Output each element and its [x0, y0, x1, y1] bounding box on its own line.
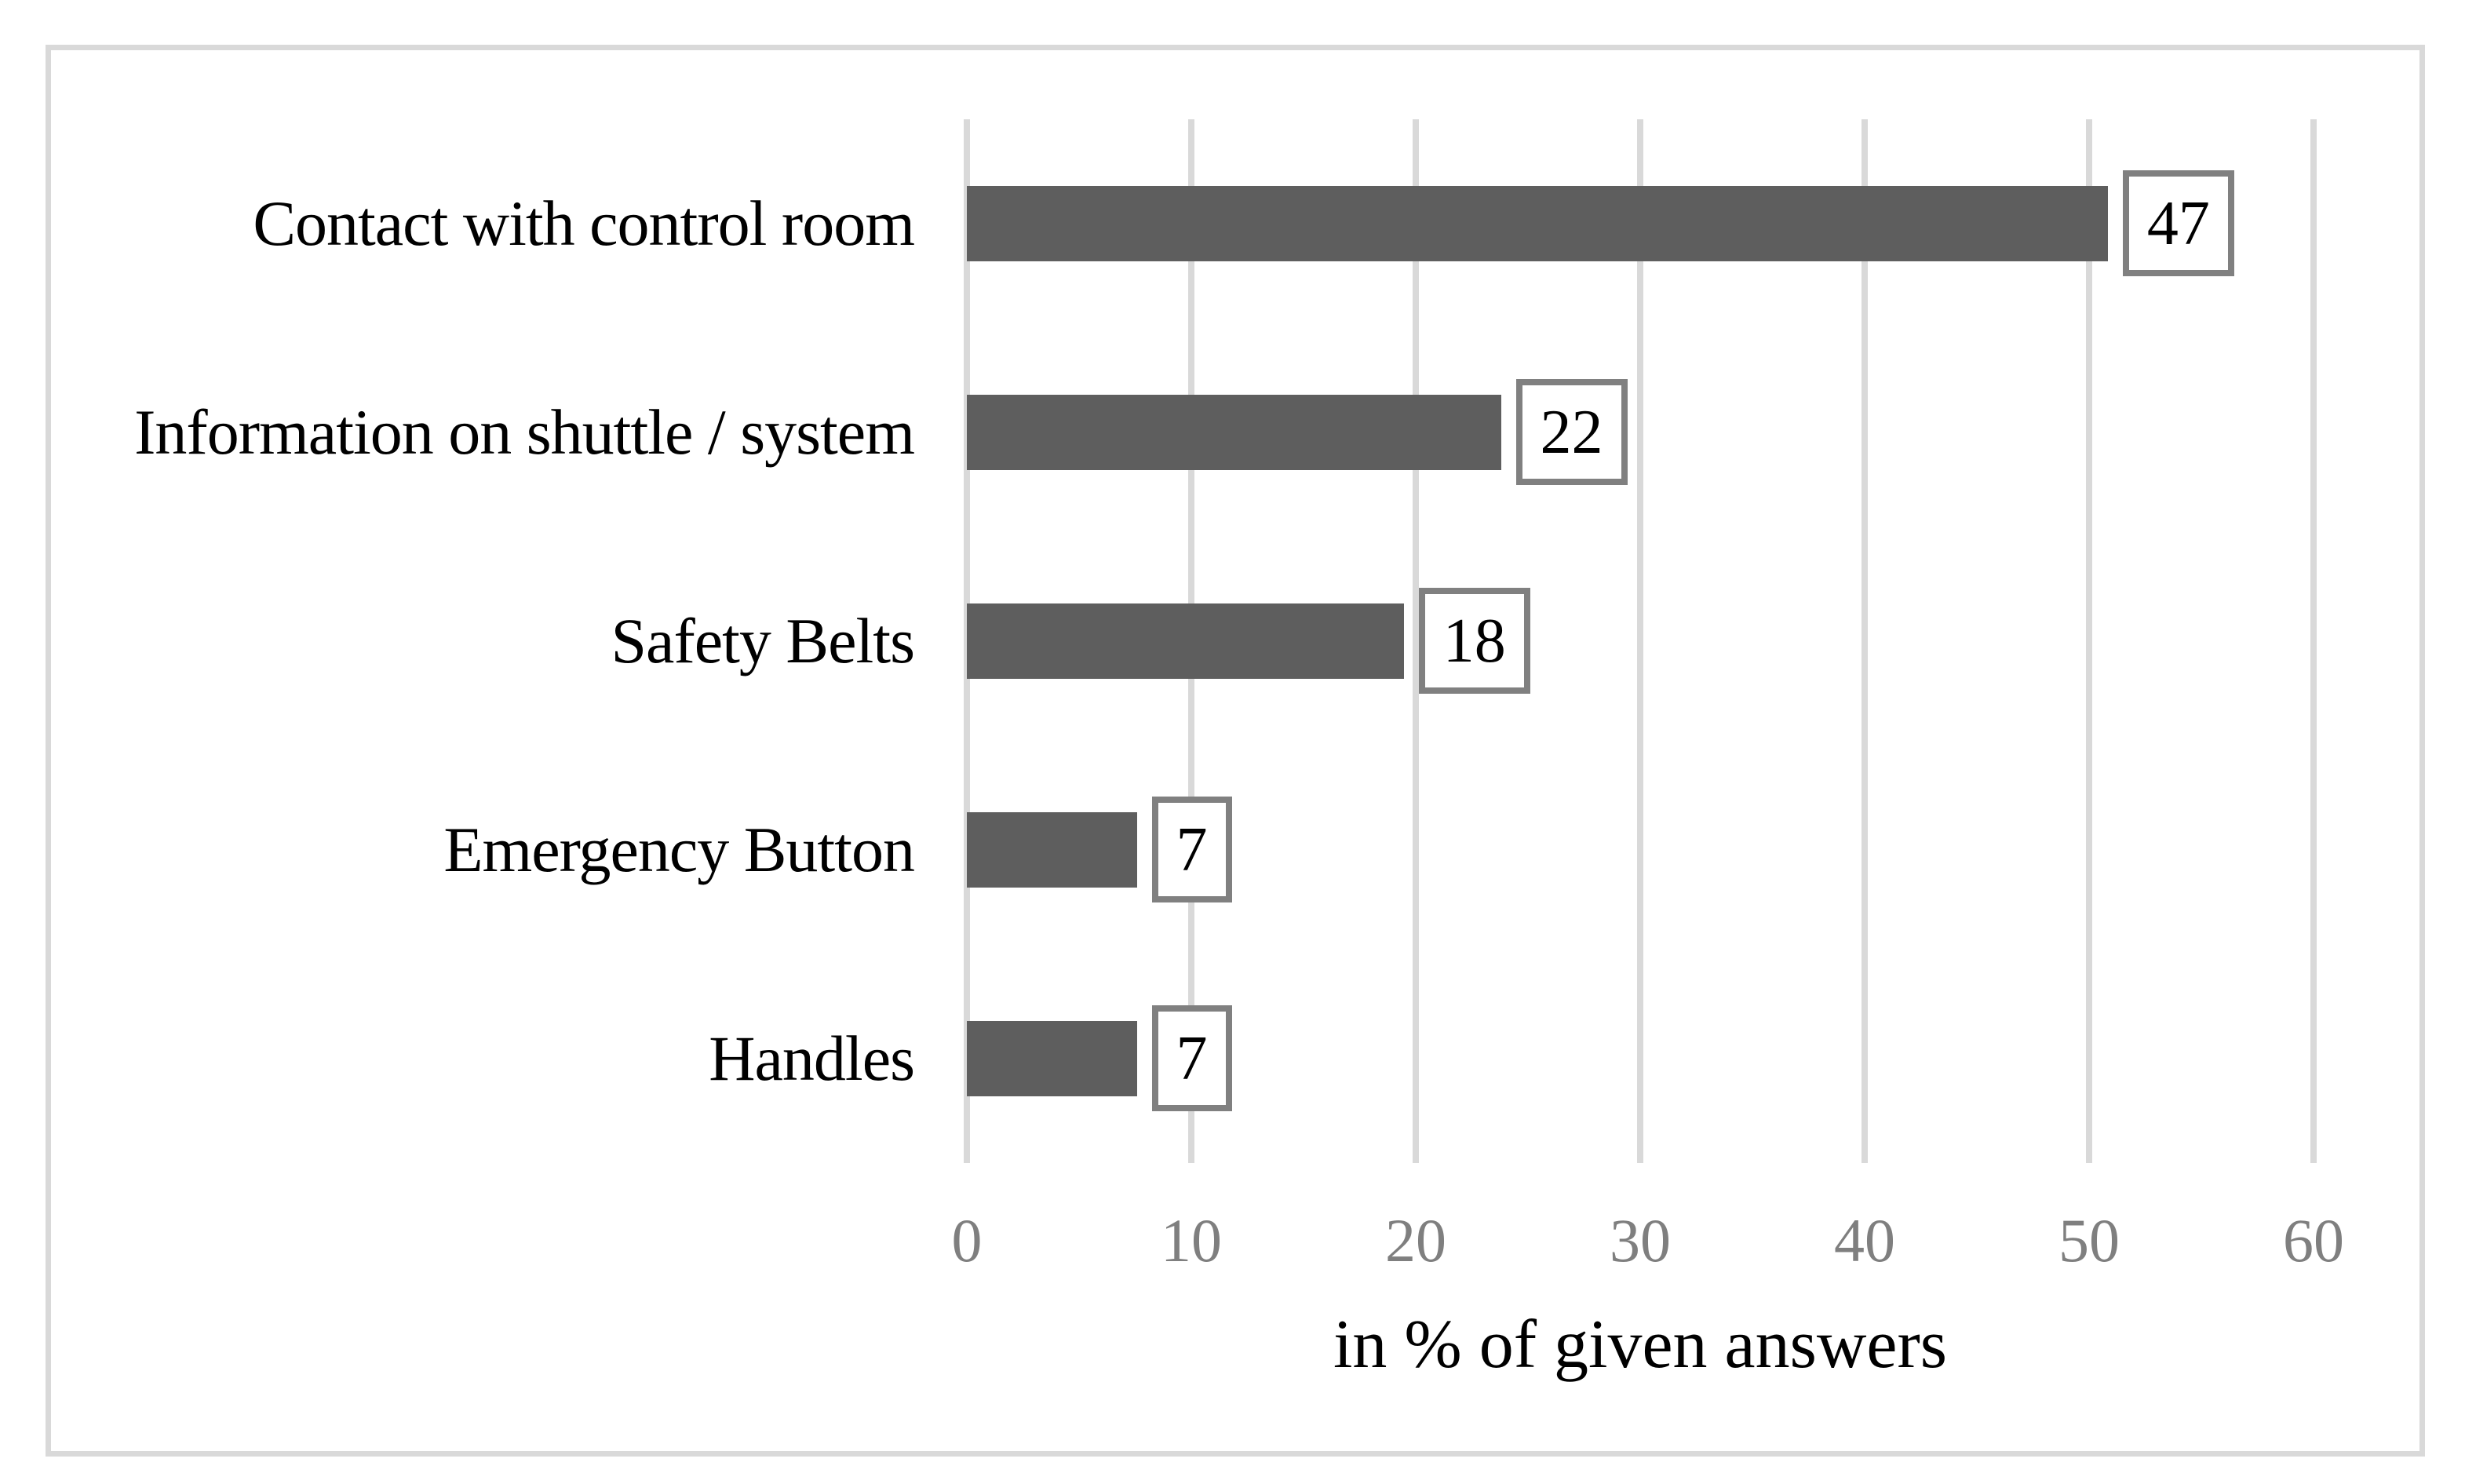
figure-border	[46, 45, 2425, 1457]
value-label-box: 18	[1418, 588, 1530, 694]
bar-row: 22	[967, 328, 2423, 537]
gridline-50	[2085, 119, 2092, 1163]
category-label: Handles	[709, 1023, 915, 1094]
value-label-box: 47	[2122, 170, 2234, 276]
bar	[967, 186, 2108, 261]
x-tick-label: 20	[1384, 1206, 1446, 1274]
value-label-box: 7	[1151, 797, 1232, 902]
bar	[967, 395, 1501, 470]
x-tick-label: 50	[2058, 1206, 2120, 1274]
bar-row: 47	[967, 119, 2423, 328]
x-tick-label: 40	[1834, 1206, 1895, 1274]
bar	[967, 1021, 1137, 1096]
x-tick-label: 0	[951, 1206, 983, 1274]
x-axis-title: in % of given answers	[1333, 1307, 1948, 1383]
value-label-box: 7	[1151, 1005, 1232, 1111]
x-tick-label: 10	[1161, 1206, 1222, 1274]
gridline-30	[1637, 119, 1643, 1163]
gridline-20	[1412, 119, 1419, 1163]
category-label: Contact with control room	[253, 188, 915, 259]
bar	[967, 603, 1404, 679]
gridline-60	[2310, 119, 2317, 1163]
category-label: Information on shuttle / system	[134, 396, 915, 468]
bar	[967, 812, 1137, 888]
plot-area: 47 22 18 7 7	[964, 119, 2317, 1163]
value-label-box: 22	[1515, 379, 1628, 485]
category-axis-labels: Contact with control room Information on…	[46, 119, 915, 1163]
category-label: Emergency Button	[443, 814, 915, 885]
bar-row: 7	[967, 746, 2423, 954]
category-label: Safety Belts	[611, 605, 915, 676]
x-tick-label: 30	[1610, 1206, 1671, 1274]
x-tick-label: 60	[2283, 1206, 2344, 1274]
bar-row: 7	[967, 954, 2423, 1163]
x-axis-ticks: 0 10 20 30 40 50 60	[952, 1199, 2345, 1282]
gridline-40	[1862, 119, 1868, 1163]
bar-row: 18	[967, 537, 2423, 746]
